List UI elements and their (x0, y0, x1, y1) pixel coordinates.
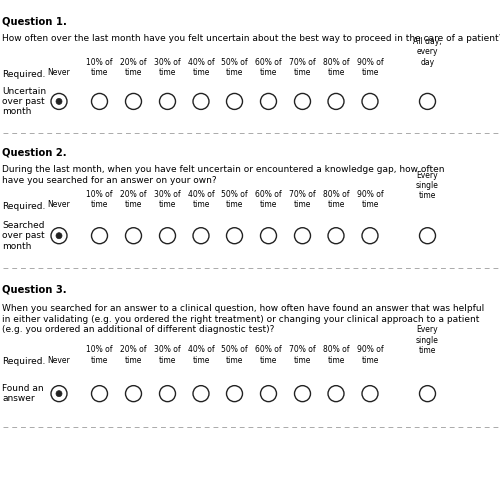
Text: 20% of
time: 20% of time (120, 190, 147, 209)
Text: 70% of
time: 70% of time (289, 190, 316, 209)
Text: 20% of
time: 20% of time (120, 345, 147, 365)
Text: 10% of
time: 10% of time (86, 190, 113, 209)
Text: Never: Never (48, 200, 70, 209)
Text: 20% of
time: 20% of time (120, 58, 147, 77)
Text: 70% of
time: 70% of time (289, 58, 316, 77)
Text: Question 2.: Question 2. (2, 147, 67, 157)
Text: 90% of
time: 90% of time (356, 190, 384, 209)
Text: Found an
answer: Found an answer (2, 384, 44, 403)
Text: When you searched for an answer to a clinical question, how often have found an : When you searched for an answer to a cli… (2, 304, 485, 334)
Text: 30% of
time: 30% of time (154, 345, 181, 365)
Text: How often over the last month have you felt uncertain about the best way to proc: How often over the last month have you f… (2, 34, 500, 43)
Text: 50% of
time: 50% of time (221, 190, 248, 209)
Text: 30% of
time: 30% of time (154, 190, 181, 209)
Text: 60% of
time: 60% of time (255, 58, 282, 77)
Text: 40% of
time: 40% of time (188, 345, 214, 365)
Text: Searched
over past
month: Searched over past month (2, 221, 45, 251)
Text: 50% of
time: 50% of time (221, 58, 248, 77)
Text: 40% of
time: 40% of time (188, 190, 214, 209)
Text: 60% of
time: 60% of time (255, 190, 282, 209)
Text: Required.: Required. (2, 70, 46, 79)
Text: Every
single
time: Every single time (416, 170, 439, 200)
Text: 30% of
time: 30% of time (154, 58, 181, 77)
Text: Every
single
time: Every single time (416, 325, 439, 355)
Text: Required.: Required. (2, 202, 46, 211)
Text: Uncertain
over past
month: Uncertain over past month (2, 86, 46, 116)
Text: 40% of
time: 40% of time (188, 58, 214, 77)
Text: 80% of
time: 80% of time (323, 58, 349, 77)
Text: During the last month, when you have felt uncertain or encountered a knowledge g: During the last month, when you have fel… (2, 165, 445, 185)
Text: 80% of
time: 80% of time (323, 345, 349, 365)
Text: Question 3.: Question 3. (2, 285, 67, 295)
Text: Never: Never (48, 355, 70, 365)
Text: 70% of
time: 70% of time (289, 345, 316, 365)
Text: 80% of
time: 80% of time (323, 190, 349, 209)
Text: 90% of
time: 90% of time (356, 345, 384, 365)
Ellipse shape (56, 233, 62, 239)
Text: 50% of
time: 50% of time (221, 345, 248, 365)
Text: 10% of
time: 10% of time (86, 58, 113, 77)
Text: 60% of
time: 60% of time (255, 345, 282, 365)
Text: 90% of
time: 90% of time (356, 58, 384, 77)
Ellipse shape (56, 99, 62, 104)
Text: Question 1.: Question 1. (2, 17, 68, 27)
Text: Required.: Required. (2, 357, 46, 367)
Text: All day,
every
day: All day, every day (413, 37, 442, 67)
Text: Never: Never (48, 68, 70, 77)
Text: 10% of
time: 10% of time (86, 345, 113, 365)
Ellipse shape (56, 391, 62, 397)
